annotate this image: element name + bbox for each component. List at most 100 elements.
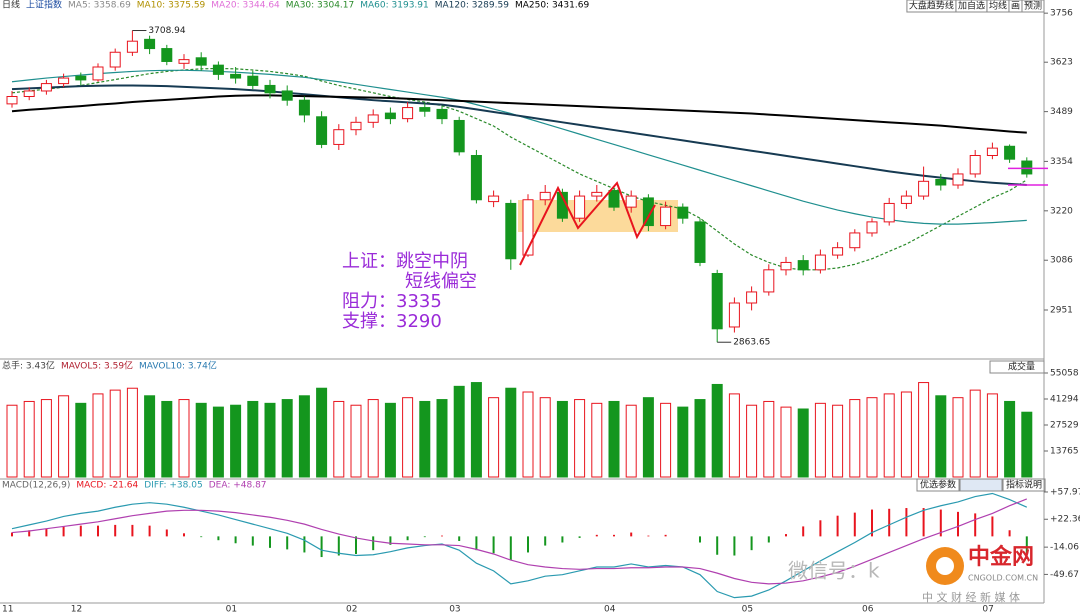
candle-body [212, 64, 224, 75]
macd-bar [630, 532, 633, 537]
volume-bar [298, 395, 310, 478]
candle-body [58, 77, 70, 85]
macd-bar [269, 536, 271, 548]
macd-bar [423, 536, 426, 538]
candle-body [144, 38, 156, 50]
volume-bar [660, 402, 672, 478]
candle-body [969, 155, 981, 175]
candle-body [608, 190, 620, 208]
x-tick-label: 07 [982, 605, 993, 615]
panel-button[interactable] [1002, 478, 1046, 492]
macd-bar [922, 508, 925, 537]
macd-bar [79, 525, 82, 537]
volume-bar [728, 393, 740, 478]
volume-bar [281, 399, 293, 478]
candle-body [866, 221, 878, 234]
macd-bar [337, 536, 340, 556]
candle-body [642, 197, 654, 227]
candle-body [625, 195, 637, 208]
volume-bar [488, 397, 500, 478]
volume-bar [797, 408, 809, 478]
macd-bar [1008, 530, 1011, 537]
logo-inner [936, 557, 954, 575]
extreme-label: 2863.65 [733, 338, 770, 348]
panel-button[interactable] [959, 478, 1003, 492]
volume-bar [333, 400, 345, 478]
candle-body [195, 57, 207, 66]
candle-body [935, 178, 947, 186]
candle-body [1021, 160, 1033, 175]
volume-bar [849, 399, 861, 478]
toolbar-button[interactable] [906, 0, 957, 13]
panel-button-label: 成交量 [1008, 361, 1035, 373]
panel-button[interactable] [989, 360, 1045, 374]
candle-body [402, 107, 414, 120]
candle-body [986, 147, 998, 157]
legend-entry: MA20: 3344.64 [211, 1, 280, 11]
macd-bar [819, 520, 822, 537]
volume-bar [763, 400, 775, 478]
candle-body [316, 116, 328, 145]
toolbar-button-label: 预测 [1024, 1, 1042, 12]
macd-bar [11, 532, 13, 537]
volume-bar [40, 399, 52, 478]
y-tick-label: 3086 [1050, 256, 1073, 266]
macd-bar [492, 536, 495, 554]
period-label: 日线 [2, 0, 20, 11]
volume-bar [522, 391, 534, 478]
line-series [11, 492, 1028, 599]
volume-bar [402, 397, 414, 478]
candle-body [419, 107, 431, 112]
macd-bar [595, 534, 598, 537]
candle-body [40, 83, 52, 92]
candle-body [522, 199, 534, 256]
volume-bar [109, 389, 121, 478]
volume-bar [935, 395, 947, 478]
zigzag-pattern [519, 181, 656, 266]
y-tick-label: -49.67 [1050, 570, 1079, 580]
panel-button[interactable] [916, 478, 960, 492]
volume-bar [6, 404, 18, 478]
y-tick-label: -14.06 [1050, 543, 1079, 553]
volume-bar [367, 399, 379, 478]
volume-bar [1021, 411, 1033, 478]
y-tick-label: 27529 [1050, 421, 1079, 431]
volume-bar [814, 402, 826, 478]
macd-bar [939, 509, 942, 537]
line-series [11, 84, 1027, 187]
macd-bar [853, 512, 856, 537]
y-tick-label: 13765 [1050, 447, 1079, 457]
candle-body [436, 108, 448, 120]
macd-bar [974, 513, 977, 537]
candle-body [918, 180, 930, 197]
candle-body [75, 75, 87, 81]
x-tick-label: 05 [742, 605, 753, 615]
legend-entry: MA250: 3431.69 [515, 1, 589, 11]
volume-bar [126, 387, 138, 478]
volume-bar [866, 397, 878, 478]
legend-entry: DEA: +48.87 [209, 481, 267, 491]
candle-body [574, 195, 586, 219]
macd-bar [45, 528, 48, 537]
macd-bar [767, 536, 770, 543]
volume-bar [883, 393, 895, 478]
note: 支撑：3290 [342, 311, 442, 332]
line-series [11, 498, 1028, 585]
candle-body [797, 260, 809, 271]
macd-bar [1025, 536, 1028, 553]
x-tick-label: 02 [346, 605, 357, 615]
macd-bar [441, 535, 443, 537]
candle-body [384, 112, 396, 120]
macd-bar [28, 530, 31, 537]
volume-bar [316, 387, 328, 478]
macd-bar [527, 536, 529, 553]
macd-bar [62, 526, 65, 537]
y-tick-label: 2951 [1050, 306, 1073, 316]
legend-entry: MA60: 3193.91 [360, 1, 428, 11]
legend-entry: MACD: -21.64 [76, 481, 138, 491]
volume-bar [436, 399, 448, 478]
x-tick-label: 04 [604, 605, 616, 615]
x-tick-label: 12 [71, 605, 82, 615]
